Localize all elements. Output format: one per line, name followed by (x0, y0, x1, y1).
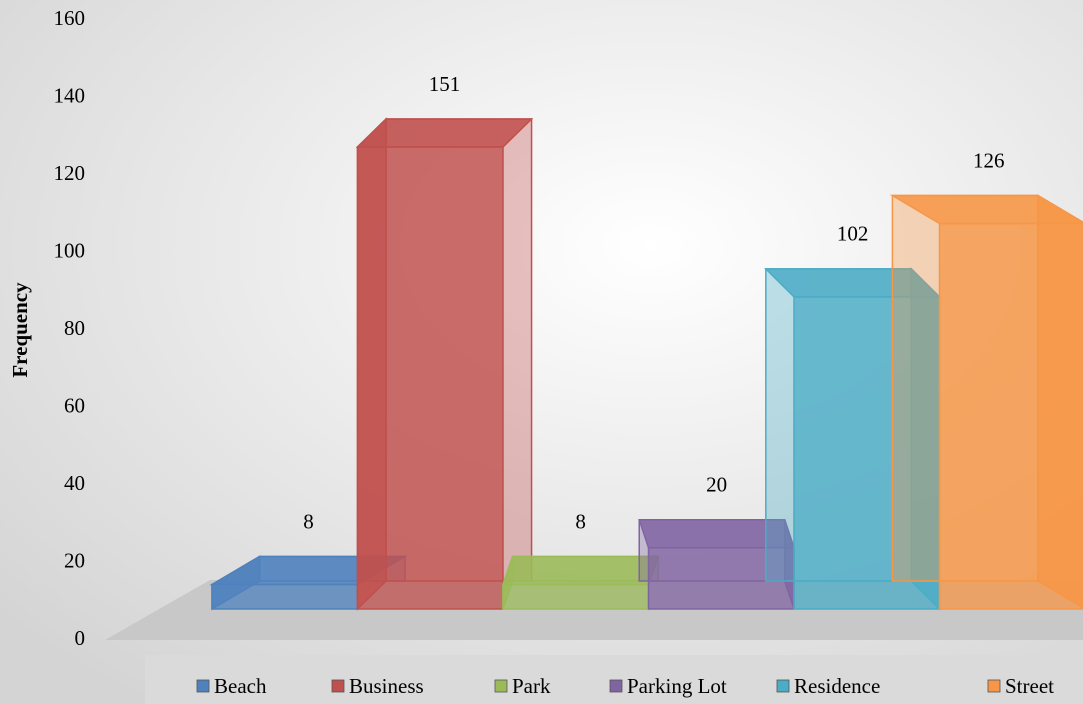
bar-front (938, 222, 1083, 610)
bar-front (502, 583, 650, 610)
legend-swatch (609, 679, 623, 693)
y-tick-label: 80 (64, 316, 85, 340)
legend-box (145, 655, 1083, 704)
data-label: 8 (303, 509, 314, 533)
data-label: 8 (575, 509, 586, 533)
legend-swatch (331, 679, 345, 693)
y-tick-label: 20 (64, 548, 85, 572)
data-label: 20 (706, 473, 727, 497)
legend-swatch (987, 679, 1001, 693)
y-tick-label: 140 (54, 83, 86, 107)
legend-label: Beach (214, 674, 267, 698)
y-tick-label: 0 (75, 626, 86, 650)
legend-swatch (196, 679, 210, 693)
y-axis-label: Frequency (8, 282, 32, 378)
y-tick-label: 120 (54, 161, 86, 185)
y-tick-label: 60 (64, 393, 85, 417)
bar-front (356, 146, 504, 610)
data-label: 126 (973, 148, 1005, 172)
legend-swatch (494, 679, 508, 693)
y-tick-label: 40 (64, 471, 85, 495)
legend-label: Parking Lot (627, 674, 727, 698)
legend-label: Residence (794, 674, 880, 698)
data-label: 102 (837, 222, 869, 246)
legend-label: Park (512, 674, 551, 698)
legend-label: Street (1005, 674, 1054, 698)
y-tick-label: 100 (54, 238, 86, 262)
y-tick-label: 160 (54, 6, 86, 30)
bar-top (355, 118, 534, 148)
legend-swatch (776, 679, 790, 693)
legend-label: Business (349, 674, 424, 698)
data-label: 151 (429, 72, 461, 96)
bar-front (211, 583, 359, 610)
bar-top (501, 555, 660, 586)
